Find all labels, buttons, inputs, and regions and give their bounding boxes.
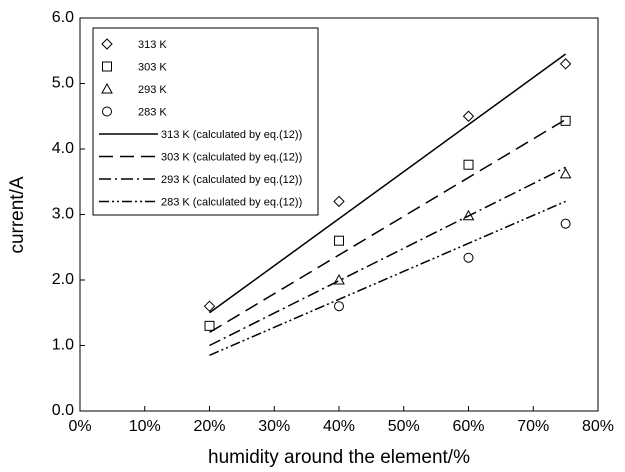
marker bbox=[203, 300, 216, 312]
legend-marker bbox=[102, 61, 112, 72]
fit-line bbox=[209, 200, 566, 357]
legend-label: 283 K bbox=[138, 106, 167, 118]
legend-box bbox=[92, 27, 319, 216]
legend-label: 303 K (calculated by eq.(12)) bbox=[161, 151, 302, 163]
fit-line bbox=[209, 166, 566, 347]
y-tick-label: 4.0 bbox=[52, 140, 74, 157]
legend-marker bbox=[102, 106, 112, 117]
y-tick-label: 5.0 bbox=[52, 75, 74, 92]
legend-label: 293 K bbox=[138, 84, 167, 96]
marker bbox=[463, 252, 474, 263]
x-tick-label: 30% bbox=[258, 418, 290, 435]
marker bbox=[560, 115, 571, 126]
y-axis-title: current/A bbox=[7, 176, 28, 253]
legend-label: 303 K bbox=[138, 61, 167, 73]
legend-label: 313 K bbox=[138, 39, 167, 51]
x-tick-label: 10% bbox=[129, 418, 161, 435]
legend-marker bbox=[101, 82, 113, 94]
x-tick-label: 50% bbox=[388, 418, 420, 435]
x-tick-label: 20% bbox=[193, 418, 225, 435]
x-tick-label: 0% bbox=[68, 418, 91, 435]
x-tick-label: 60% bbox=[452, 418, 484, 435]
marker bbox=[559, 58, 572, 70]
marker bbox=[334, 301, 344, 312]
legend: 313 K 303 K 293 K 283 K 313 K (calculated by… bbox=[92, 27, 319, 216]
y-tick-label: 0.0 bbox=[52, 402, 74, 419]
x-tick-label: 80% bbox=[582, 418, 614, 435]
legend-marker bbox=[101, 38, 113, 50]
marker bbox=[333, 195, 345, 208]
marker bbox=[333, 273, 345, 285]
marker bbox=[462, 110, 475, 122]
y-tick-label: 6.0 bbox=[52, 9, 74, 26]
legend-label: 313 K (calculated by eq.(12)) bbox=[161, 129, 302, 141]
x-axis-title: humidity around the element/% bbox=[208, 447, 470, 468]
legend-label: 283 K (calculated by eq.(12)) bbox=[161, 196, 302, 208]
y-tick-label: 1.0 bbox=[52, 337, 74, 354]
x-tick-label: 40% bbox=[323, 418, 355, 435]
marker bbox=[334, 235, 344, 246]
fit-line bbox=[209, 53, 567, 314]
y-tick-label: 2.0 bbox=[52, 271, 74, 288]
fit-line bbox=[209, 118, 567, 334]
legend-label: 293 K (calculated by eq.(12)) bbox=[161, 174, 302, 186]
marker bbox=[463, 159, 474, 170]
marker bbox=[204, 320, 215, 331]
marker bbox=[559, 167, 572, 179]
x-tick-label: 70% bbox=[517, 418, 549, 435]
y-tick-label: 3.0 bbox=[52, 206, 74, 223]
marker bbox=[560, 218, 571, 229]
